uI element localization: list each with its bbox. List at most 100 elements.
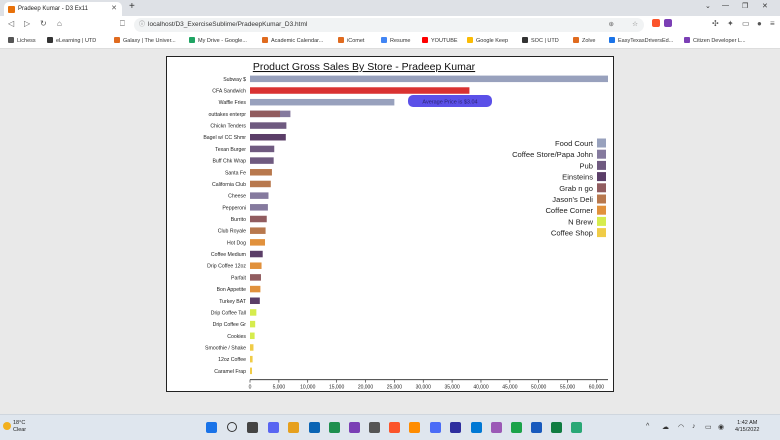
bar[interactable] (250, 355, 253, 363)
x-tick-label: 15,000 (329, 385, 345, 391)
file-explorer-icon[interactable] (288, 422, 299, 433)
teams-icon[interactable] (349, 422, 360, 433)
bookmark-item[interactable]: My Drive - Google... (189, 37, 247, 44)
bar[interactable] (250, 262, 262, 269)
forward-icon[interactable]: ▷ (24, 19, 31, 28)
bar[interactable] (250, 98, 395, 106)
chevron-down-icon[interactable]: ⌄ (705, 3, 711, 10)
battery-icon[interactable]: ▭ (705, 424, 712, 431)
browser-tab[interactable]: Pradeep Kumar - D3 Ex11 ✕ (4, 2, 122, 16)
brave-icon[interactable] (389, 422, 400, 433)
mail-icon[interactable] (309, 422, 320, 433)
start-icon[interactable] (206, 422, 217, 433)
bar[interactable] (250, 274, 261, 281)
brave-shield-icon[interactable] (652, 19, 660, 27)
app-icon-3[interactable] (450, 422, 461, 433)
url-text: localhost/D3_ExerciseSublime/PradeepKuma… (148, 21, 308, 28)
sidebar-icon[interactable]: ▭ (742, 19, 750, 28)
excel-icon[interactable] (551, 422, 562, 433)
bar[interactable] (250, 250, 263, 258)
zoom-icon[interactable]: ⊕ (608, 21, 614, 28)
bookmark-item[interactable]: Citizen Developer L... (684, 37, 746, 44)
new-tab-icon[interactable]: + (129, 1, 135, 12)
speaker-icon[interactable]: ♪ (692, 423, 696, 430)
edge-icon[interactable] (329, 422, 340, 433)
restore-icon[interactable]: ❐ (742, 3, 749, 10)
site-info-icon[interactable]: ⓘ (139, 22, 146, 28)
bar[interactable] (250, 239, 266, 246)
bar[interactable] (250, 367, 253, 375)
category-label: Buff Chk Wrap (212, 159, 246, 165)
chevron-up-icon[interactable]: ^ (646, 423, 650, 430)
bar[interactable] (250, 169, 272, 176)
category-label: CFA Sandwich (212, 89, 246, 95)
legend-entry: Grab n go (559, 184, 593, 193)
sublime-icon[interactable] (409, 422, 420, 433)
minimize-icon[interactable]: — (722, 2, 729, 9)
language-icon[interactable]: ◉ (718, 424, 725, 431)
extension-icon[interactable] (664, 19, 672, 27)
cloud-icon[interactable]: ☁ (662, 424, 669, 431)
bookmark-item[interactable]: Google Keep (467, 37, 508, 44)
bookmark-item[interactable]: Lichess (8, 37, 36, 44)
bookmark-item[interactable]: eLearning | UTD (47, 37, 96, 44)
bar[interactable] (250, 204, 268, 211)
app-icon-6[interactable] (571, 422, 582, 433)
bar[interactable] (250, 87, 470, 94)
bar[interactable] (250, 297, 260, 305)
bar[interactable] (250, 75, 608, 83)
address-bar[interactable]: ⓘ localhost/D3_ExerciseSublime/PradeepKu… (134, 18, 644, 32)
bar[interactable] (250, 285, 261, 293)
search-icon[interactable] (227, 422, 237, 432)
weather-widget[interactable]: 18°C Clear (13, 420, 26, 434)
bar[interactable] (250, 110, 281, 118)
x-tick-label: 55,000 (560, 385, 576, 391)
bookmark-favicon-icon (573, 37, 579, 43)
star-icon[interactable]: ☆ (632, 21, 638, 28)
reload-icon[interactable]: ↻ (40, 19, 47, 28)
app-icon-4[interactable] (491, 422, 502, 433)
back-icon[interactable]: ◁ (8, 19, 15, 28)
bar[interactable] (250, 180, 271, 188)
bar[interactable] (250, 332, 255, 340)
bookmark-item[interactable]: iComet (338, 37, 364, 44)
chart-container: Product Gross Sales By Store - Pradeep K… (166, 56, 614, 392)
bar[interactable] (250, 157, 274, 164)
puzzle-icon[interactable]: ✣ (712, 19, 719, 28)
app-icon-2[interactable] (430, 422, 441, 433)
app-icon-5[interactable] (511, 422, 522, 433)
bar[interactable] (250, 122, 287, 129)
wifi-icon[interactable]: ◠ (678, 424, 685, 431)
bar[interactable] (250, 227, 266, 234)
bar[interactable] (250, 215, 267, 223)
bookmark-label: Lichess (17, 38, 36, 44)
clock-date: 4/15/2022 (735, 427, 760, 433)
chat-icon[interactable] (268, 422, 279, 433)
bar[interactable] (250, 145, 275, 153)
bar[interactable] (250, 344, 254, 351)
vscode-icon[interactable] (471, 422, 482, 433)
bookmark-item[interactable]: Zolve (573, 37, 595, 44)
bookmark-item[interactable]: SOC | UTD (522, 37, 559, 44)
clock[interactable]: 1:42 AM 4/15/2022 (735, 420, 759, 434)
menu-icon[interactable]: ≡ (770, 19, 775, 28)
bar[interactable] (250, 320, 256, 328)
home-icon[interactable]: ⌂ (57, 19, 62, 28)
window-close-icon[interactable]: ✕ (762, 3, 768, 10)
bookmark-item[interactable]: EasyTexasDriversEd... (609, 37, 673, 44)
bar[interactable] (250, 309, 257, 316)
bookmark-item[interactable]: Galaxy | The Univer... (114, 37, 176, 44)
bookmark-item[interactable]: YOUTUBE (422, 37, 458, 44)
word-icon[interactable] (531, 422, 542, 433)
bookmark-item[interactable]: Resume (381, 37, 410, 44)
close-tab-icon[interactable]: ✕ (111, 5, 117, 12)
bookmark-icon[interactable]: ⎕ (120, 19, 125, 28)
pin-icon[interactable]: ✦ (727, 19, 734, 28)
app-icon[interactable] (369, 422, 380, 433)
profile-icon[interactable]: ● (757, 19, 762, 28)
bar[interactable] (250, 133, 286, 141)
bookmark-item[interactable]: Academic Calendar... (262, 37, 323, 44)
task-view-icon[interactable] (247, 422, 258, 433)
weather-icon[interactable] (3, 422, 11, 430)
bar[interactable] (250, 192, 269, 199)
